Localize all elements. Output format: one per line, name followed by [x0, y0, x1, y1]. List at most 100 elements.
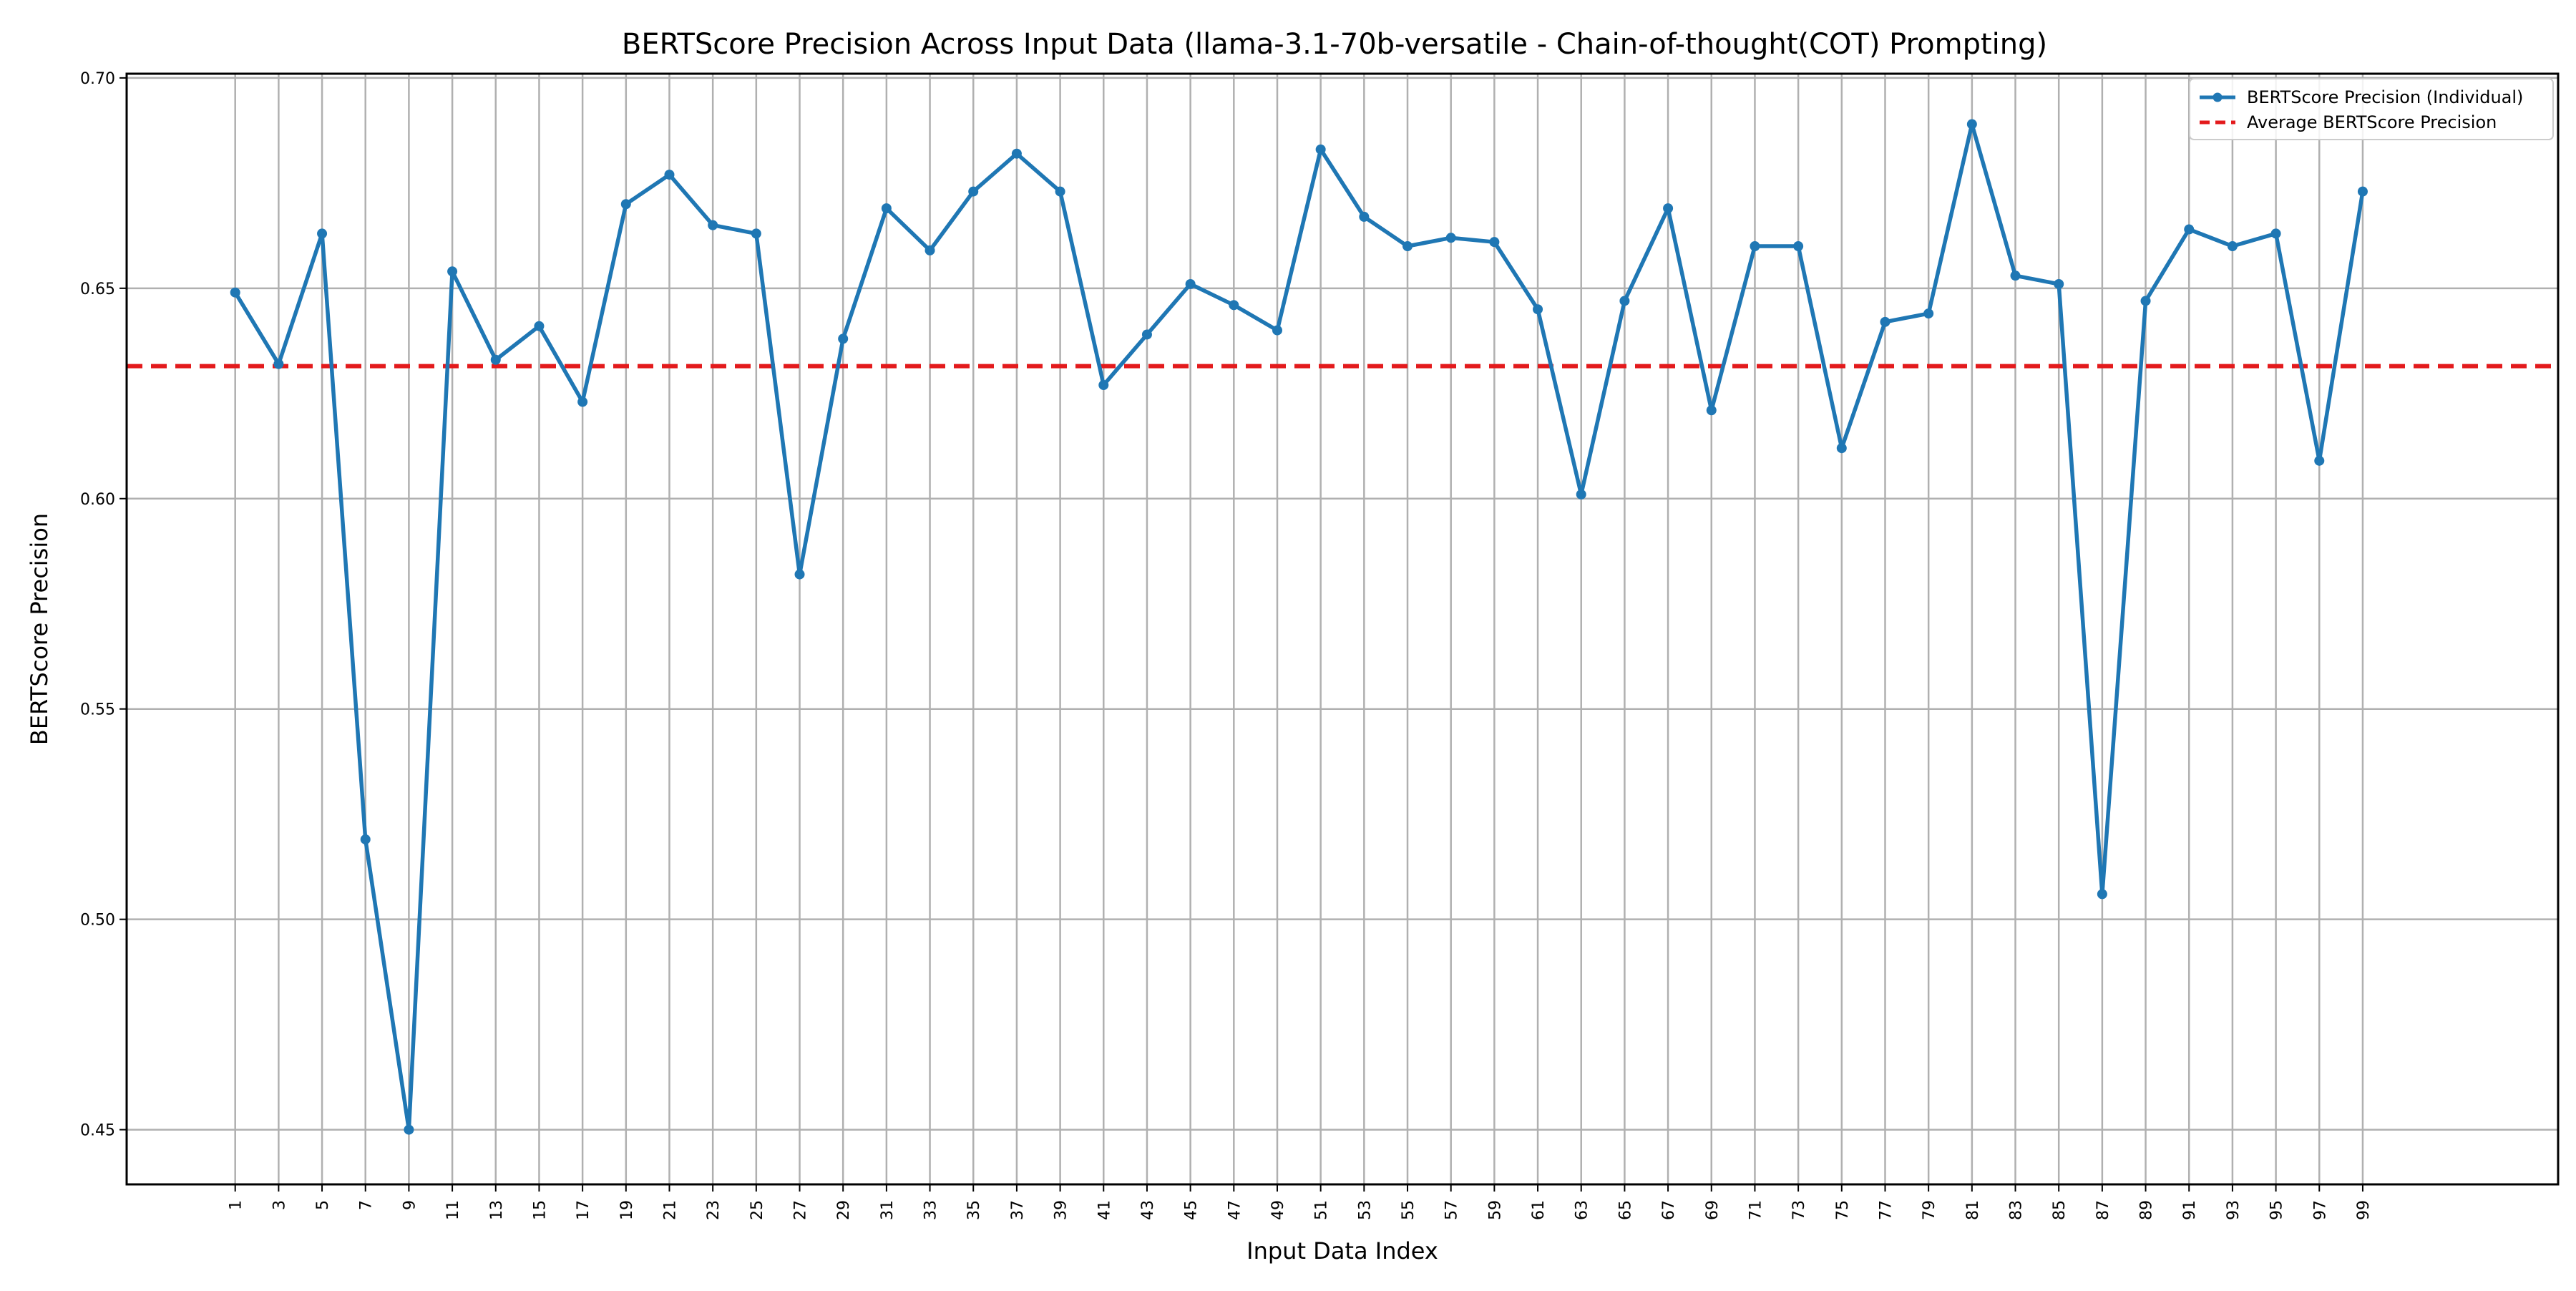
- x-tick-label: 97: [2311, 1200, 2329, 1220]
- data-point: [1966, 119, 1977, 130]
- data-point: [1098, 380, 1109, 391]
- x-tick-label: 15: [531, 1200, 549, 1220]
- legend-label-individual: BERTScore Precision (Individual): [2247, 87, 2523, 107]
- x-tick-label: 79: [1921, 1200, 1938, 1220]
- data-point: [1141, 329, 1152, 340]
- x-tick-label: 25: [748, 1200, 766, 1220]
- x-tick-label: 81: [1964, 1200, 1982, 1220]
- data-point: [1011, 148, 1022, 159]
- data-point: [1619, 296, 1630, 306]
- data-point: [1836, 443, 1847, 454]
- x-tick-label: 55: [1400, 1200, 1418, 1220]
- x-tick-label: 3: [270, 1200, 288, 1210]
- legend-box: [2189, 78, 2554, 140]
- y-tick-label: 0.55: [80, 701, 115, 719]
- data-point: [1663, 203, 1674, 214]
- data-point: [1185, 278, 1196, 289]
- x-tick-label: 29: [835, 1200, 853, 1220]
- data-point: [2184, 224, 2195, 235]
- y-tick-label: 0.50: [80, 912, 115, 930]
- data-point: [1880, 316, 1890, 327]
- data-point: [2010, 271, 2021, 281]
- data-point: [708, 220, 718, 230]
- y-tick-label: 0.45: [80, 1122, 115, 1140]
- x-tick-label: 99: [2355, 1200, 2373, 1220]
- x-tick-label: 59: [1486, 1200, 1504, 1220]
- x-axis-label: Input Data Index: [1246, 1237, 1438, 1265]
- legend: BERTScore Precision (Individual) Average…: [2189, 78, 2554, 140]
- x-tick-label: 93: [2225, 1200, 2243, 1220]
- data-point: [1445, 233, 1456, 243]
- data-point: [2314, 455, 2325, 466]
- data-point: [1402, 241, 1413, 252]
- x-tick-label: 19: [618, 1200, 636, 1220]
- legend-label-average: Average BERTScore Precision: [2247, 112, 2497, 132]
- x-tick-label: 11: [444, 1200, 462, 1220]
- data-point: [838, 333, 849, 344]
- data-point: [751, 228, 761, 239]
- data-point: [490, 354, 501, 365]
- x-tick-label: 83: [2008, 1200, 2026, 1220]
- individual-precision-line: [233, 122, 2365, 1132]
- chart-title: BERTScore Precision Across Input Data (l…: [622, 28, 2047, 61]
- data-point: [1315, 144, 1326, 155]
- x-tick-label: 17: [575, 1200, 592, 1220]
- data-point: [1229, 300, 1239, 311]
- x-tick-label: 41: [1096, 1200, 1113, 1220]
- data-point: [664, 170, 675, 180]
- x-tick-label: 37: [1009, 1200, 1027, 1220]
- data-point: [534, 321, 545, 331]
- data-point: [924, 245, 935, 255]
- data-point: [1750, 241, 1760, 252]
- x-tick-label: 95: [2268, 1200, 2286, 1220]
- data-point: [447, 266, 458, 277]
- data-point: [1706, 405, 1717, 416]
- data-point: [1923, 308, 1934, 319]
- x-tick-label: 75: [1834, 1200, 1852, 1220]
- data-point: [968, 186, 979, 197]
- x-tick-label: 23: [705, 1200, 723, 1220]
- x-tick-label: 27: [792, 1200, 810, 1220]
- data-point: [1055, 186, 1065, 197]
- x-tick-label: 39: [1053, 1200, 1070, 1220]
- data-point: [317, 228, 328, 239]
- x-tick-label: 35: [965, 1200, 983, 1220]
- x-tick-label: 85: [2051, 1200, 2069, 1220]
- x-tick-label: 73: [1790, 1200, 1808, 1220]
- data-point: [2140, 296, 2151, 306]
- series-layer: [230, 119, 2368, 1135]
- plot-area-frame: [125, 72, 2560, 1186]
- data-point: [1793, 241, 1804, 252]
- legend-marker-individual: [2212, 92, 2223, 102]
- x-tick-label: 77: [1877, 1200, 1895, 1220]
- data-point: [404, 1124, 414, 1135]
- data-point: [1272, 325, 1282, 336]
- data-point: [2054, 278, 2064, 289]
- data-point: [2357, 186, 2368, 197]
- data-point: [2270, 228, 2281, 239]
- y-tick-label: 0.70: [80, 70, 115, 88]
- x-tick-label: 87: [2094, 1200, 2112, 1220]
- data-point: [2227, 241, 2238, 252]
- x-tick-label: 63: [1574, 1200, 1591, 1220]
- y-axis-label: BERTScore Precision: [26, 513, 53, 745]
- x-tick-label: 69: [1704, 1200, 1722, 1220]
- data-point: [794, 569, 805, 580]
- x-tick-label: 49: [1269, 1200, 1287, 1220]
- data-point: [230, 287, 240, 298]
- x-tick-label: 53: [1356, 1200, 1374, 1220]
- x-tick-label: 33: [922, 1200, 940, 1220]
- x-tick-label: 9: [401, 1200, 419, 1210]
- x-tick-label: 61: [1530, 1200, 1548, 1220]
- x-tick-label: 65: [1616, 1200, 1634, 1220]
- x-tick-label: 89: [2138, 1200, 2156, 1220]
- x-tick-label: 1: [228, 1200, 245, 1210]
- x-tick-label: 21: [661, 1200, 679, 1220]
- x-tick-label: 5: [314, 1200, 332, 1210]
- x-tick-label: 43: [1139, 1200, 1157, 1220]
- data-point: [881, 203, 892, 214]
- data-point: [1533, 304, 1543, 315]
